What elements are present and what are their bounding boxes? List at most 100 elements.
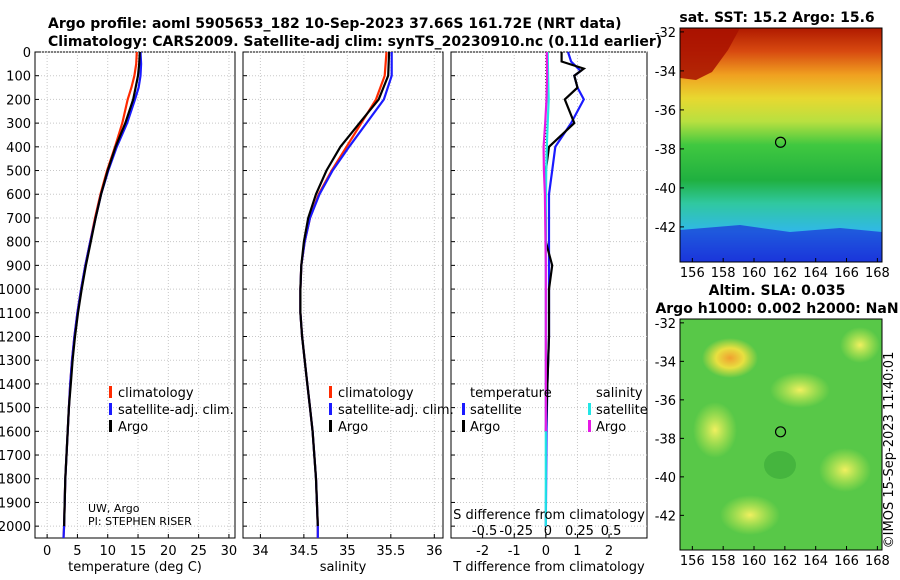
sla-low-1 bbox=[764, 451, 796, 479]
sla-map: 156 158 160 162 164 166 168 -32 -34 -36 -38 -40 -42 bbox=[655, 317, 890, 569]
legend-label-s-satellite: satellite bbox=[596, 403, 648, 418]
map-x-tick-label: 168 bbox=[865, 266, 890, 281]
x-tick-label: -2 bbox=[476, 544, 489, 559]
t-diff-xlabel: T difference from climatology bbox=[452, 560, 645, 575]
legend-title-salinity: salinity bbox=[596, 386, 643, 401]
map-y-tick-label: -42 bbox=[655, 221, 676, 236]
legend-title-temperature: temperature bbox=[470, 386, 552, 401]
map-y-tick-label: -38 bbox=[655, 143, 676, 158]
map-y-tick-label: -34 bbox=[655, 355, 676, 370]
series-line-argo bbox=[63, 51, 141, 527]
s-diff-tick-label: 0.5 bbox=[601, 524, 622, 539]
y-tick-label: 1600 bbox=[0, 425, 31, 440]
y-tick-label: 100 bbox=[6, 70, 31, 85]
map-x-tick-label: 162 bbox=[772, 554, 797, 569]
map-x-tick-label: 160 bbox=[742, 554, 767, 569]
credit-line-2: PI: STEPHEN RISER bbox=[88, 515, 192, 528]
legend-swatch-argo bbox=[329, 420, 332, 432]
y-tick-label: 500 bbox=[6, 165, 31, 180]
s-diff-tick-label: -0.25 bbox=[499, 524, 533, 539]
legend-swatch-t-argo bbox=[462, 420, 465, 432]
x-tick-label: 30 bbox=[221, 544, 238, 559]
x-tick-label: 0 bbox=[43, 544, 51, 559]
x-tick-label: 36 bbox=[426, 544, 443, 559]
s-diff-xlabel: S difference from climatology bbox=[453, 508, 645, 523]
x-tick-label: 1 bbox=[573, 544, 581, 559]
sla-anomaly-4 bbox=[819, 448, 871, 492]
y-tick-label: 1200 bbox=[0, 330, 31, 345]
map-y-tick-label: -36 bbox=[655, 394, 676, 409]
x-tick-label: 35.5 bbox=[376, 544, 405, 559]
legend-label-argo: Argo bbox=[338, 420, 368, 435]
map-x-tick-label: 158 bbox=[711, 266, 736, 281]
sla-anomaly-6 bbox=[840, 327, 880, 363]
legend-swatch-satellite bbox=[329, 403, 332, 415]
y-tick-label: 1900 bbox=[0, 496, 31, 511]
y-tick-label: 1400 bbox=[0, 378, 31, 393]
y-tick-label: 700 bbox=[6, 212, 31, 227]
temperature-legend: climatology satellite-adj. clim. Argo bbox=[109, 386, 234, 435]
series-line-salinity-argo bbox=[542, 51, 549, 432]
x-tick-label: 5 bbox=[73, 544, 81, 559]
y-tick-label: 1300 bbox=[0, 354, 31, 369]
x-tick-label: 25 bbox=[190, 544, 207, 559]
sla-anomaly-1 bbox=[702, 338, 758, 378]
sst-map: 156 158 160 162 164 166 168 -32 -34 -36 -38 -40 -42 bbox=[655, 26, 890, 281]
legend-swatch-satellite bbox=[109, 403, 112, 415]
legend-swatch-s-satellite bbox=[588, 403, 591, 415]
map-y-tick-label: -38 bbox=[655, 432, 676, 447]
map-y-tick-label: -32 bbox=[655, 26, 676, 41]
y-tick-label: 600 bbox=[6, 188, 31, 203]
sst-map-axes: 156 158 160 162 164 166 168 -32 -34 -36 -38 -40 -42 bbox=[655, 26, 890, 281]
s-diff-tick-label: 0 bbox=[544, 524, 552, 539]
y-tick-label: 2000 bbox=[0, 520, 31, 535]
map-y-tick-label: -42 bbox=[655, 509, 676, 524]
sst-warm-patch bbox=[680, 28, 740, 80]
y-tick-label: 800 bbox=[6, 236, 31, 251]
sst-map-title: sat. SST: 15.2 Argo: 15.6 bbox=[679, 10, 874, 26]
map-x-tick-label: 166 bbox=[834, 554, 859, 569]
map-x-tick-label: 166 bbox=[834, 266, 859, 281]
y-tick-label: 300 bbox=[6, 117, 31, 132]
x-tick-label: 34.5 bbox=[289, 544, 318, 559]
legend-label-t-satellite: satellite bbox=[470, 403, 522, 418]
sla-anomaly-5 bbox=[720, 495, 780, 535]
map-x-tick-label: 160 bbox=[742, 266, 767, 281]
sst-cold-patch bbox=[680, 225, 882, 262]
title-line-1: Argo profile: aoml 5905653_182 10-Sep-20… bbox=[48, 16, 622, 32]
y-tick-label: 1100 bbox=[0, 307, 31, 322]
x-tick-label: 34 bbox=[252, 544, 269, 559]
x-tick-label: 35 bbox=[339, 544, 356, 559]
y-tick-label: 1800 bbox=[0, 473, 31, 488]
legend-label-satellite: satellite-adj. clim. bbox=[118, 403, 234, 418]
difference-plot: -2 -1 0 1 2 -0.5 -0.25 0 0.25 0.5 bbox=[451, 51, 647, 559]
imos-watermark: ©IMOS 15-Sep-2023 11:40:01 bbox=[882, 352, 897, 549]
y-tick-label: 200 bbox=[6, 93, 31, 108]
map-x-tick-label: 156 bbox=[680, 554, 705, 569]
legend-swatch-s-argo bbox=[588, 420, 591, 432]
legend-swatch-argo bbox=[109, 420, 112, 432]
float-position-marker bbox=[774, 426, 787, 438]
map-y-tick-label: -40 bbox=[655, 471, 676, 486]
y-tick-label: 1500 bbox=[0, 402, 31, 417]
legend-label-satellite: satellite-adj. clim. bbox=[338, 403, 454, 418]
map-y-tick-label: -40 bbox=[655, 182, 676, 197]
legend-label-s-argo: Argo bbox=[596, 420, 626, 435]
y-tick-label: 0 bbox=[23, 46, 31, 61]
map-y-tick-label: -34 bbox=[655, 65, 676, 80]
y-tick-label: 1000 bbox=[0, 283, 31, 298]
float-position-marker bbox=[774, 136, 787, 148]
sla-anomaly-3 bbox=[770, 372, 830, 408]
legend-swatch-t-satellite bbox=[462, 403, 465, 415]
salinity-xlabel: salinity bbox=[320, 560, 367, 575]
map-x-tick-label: 168 bbox=[865, 554, 890, 569]
sst-map-frame bbox=[679, 27, 883, 263]
map-x-tick-label: 158 bbox=[711, 554, 736, 569]
map-x-tick-label: 164 bbox=[803, 554, 828, 569]
series-line-argo bbox=[299, 51, 391, 527]
y-tick-label: 1700 bbox=[0, 449, 31, 464]
temperature-plot-frame bbox=[34, 51, 236, 539]
x-tick-label: 15 bbox=[130, 544, 147, 559]
